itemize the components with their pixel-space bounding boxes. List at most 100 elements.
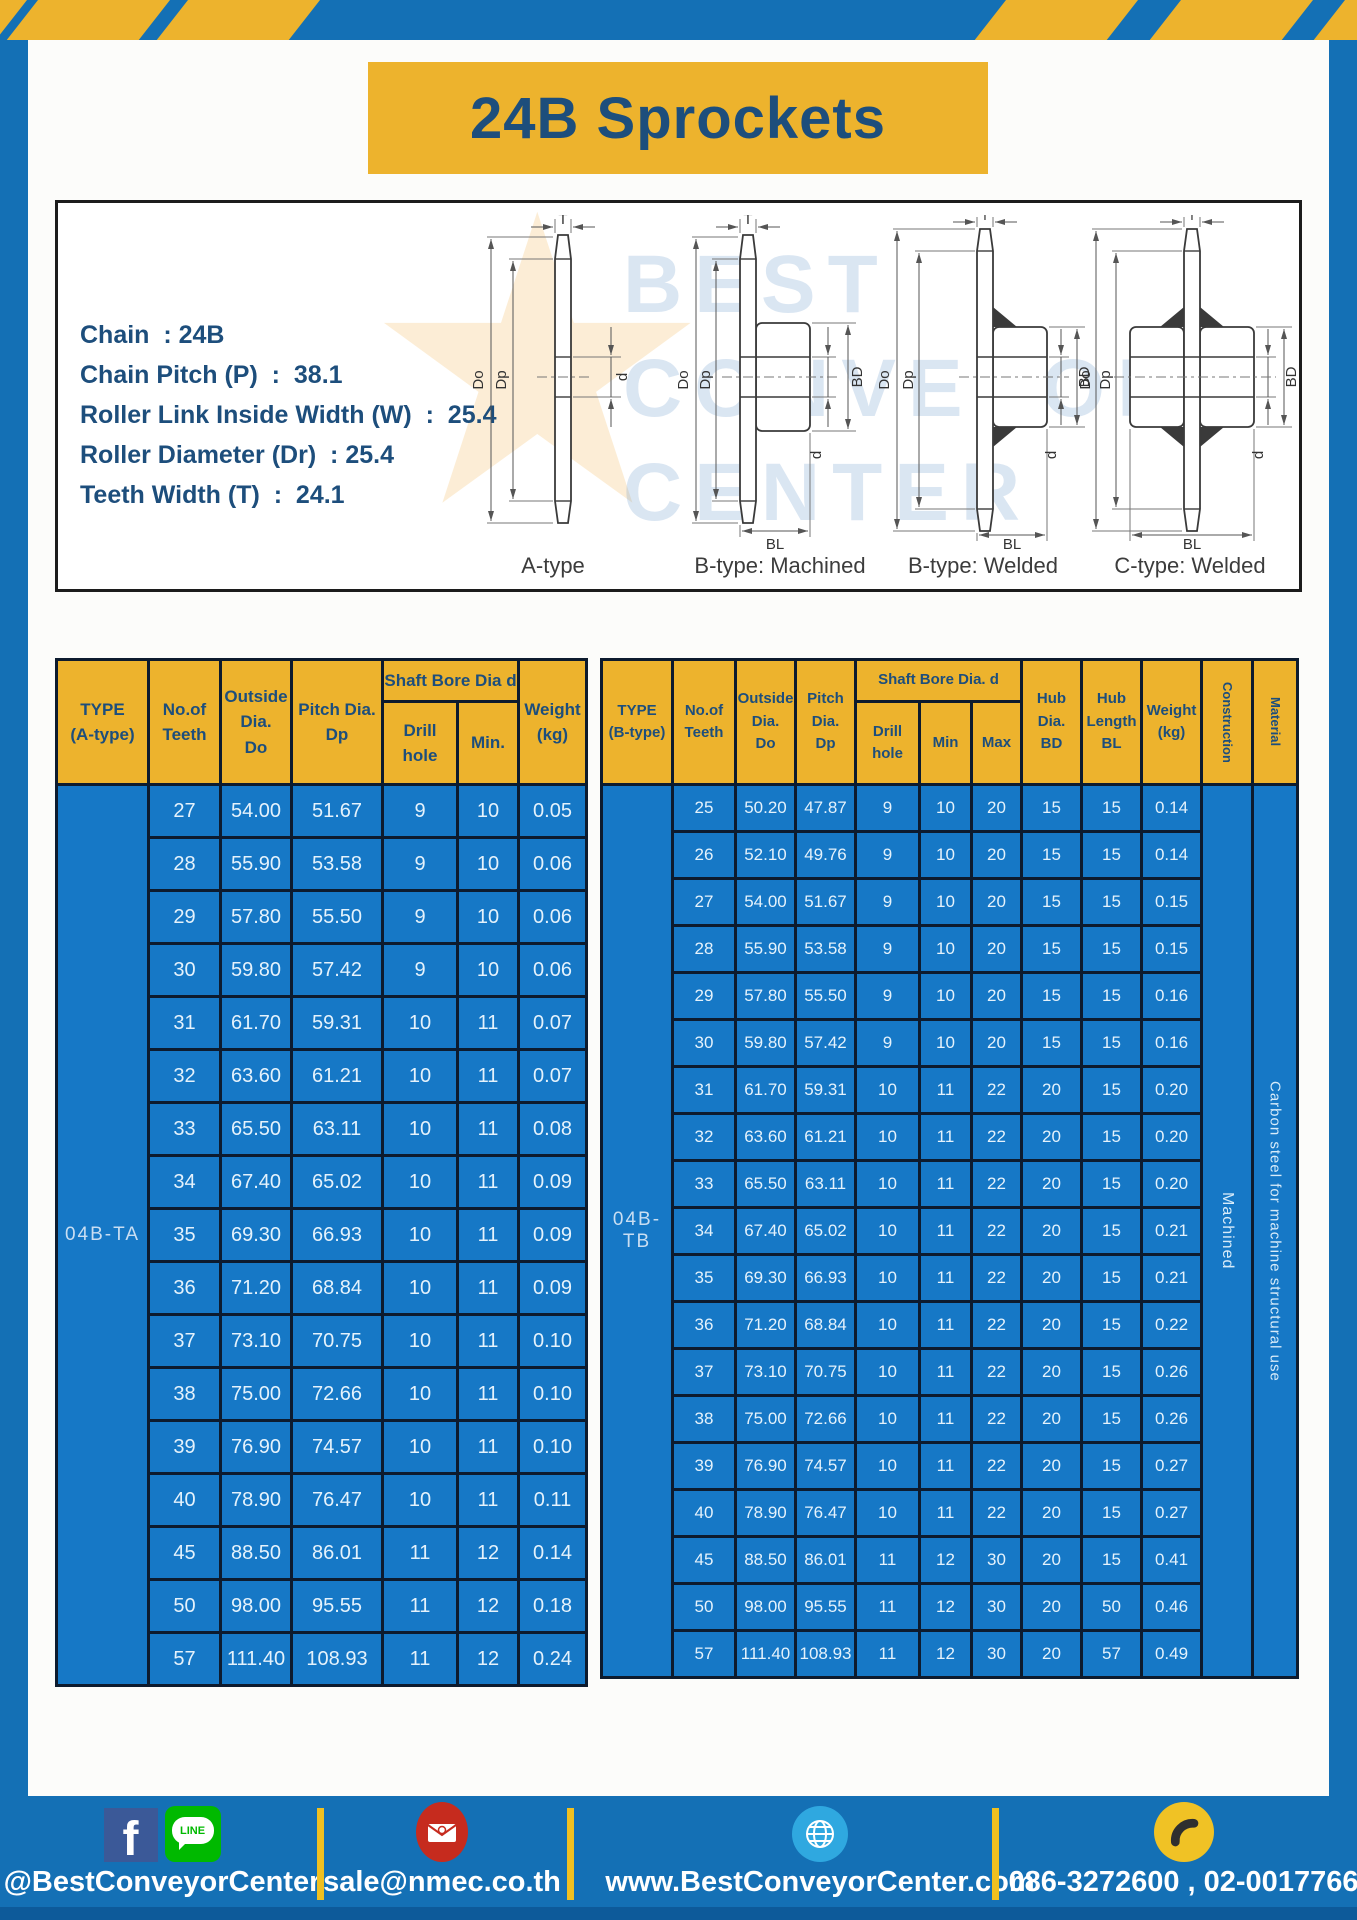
table-cell: 10 (854, 1206, 921, 1256)
table-cell: 11 (456, 1154, 520, 1210)
table-cell: 11 (456, 1472, 520, 1528)
table-cell: 59.31 (794, 1065, 857, 1115)
table-cell: 28 (671, 924, 737, 974)
table-row: 38 75.00 72.66 10 11 0.10 (57, 1366, 588, 1422)
table-cell: 22 (969, 1065, 1024, 1115)
table-cell: 29 (147, 889, 222, 945)
column-header: Min. (456, 700, 520, 786)
table-cell: 37 (671, 1347, 737, 1397)
email-icon (416, 1802, 468, 1862)
social-icons: f LINE (103, 1802, 221, 1864)
table-cell: 0.14 (1140, 783, 1204, 833)
table-cell: 0.06 (517, 889, 588, 945)
column-header: Max (969, 700, 1024, 786)
table-cell: 15 (1020, 830, 1084, 880)
table-row: 36 71.20 68.84 10 11 22 20 15 0.22 (602, 1300, 1298, 1350)
footer-website: www.BestConveyorCenter.com (600, 1802, 1040, 1899)
table-cell: 0.14 (1140, 830, 1204, 880)
table-cell: 108.93 (290, 1631, 384, 1687)
table-cell: 10 (381, 1207, 459, 1263)
table-cell: 45 (671, 1535, 737, 1585)
table-row: 45 88.50 86.01 11 12 0.14 (57, 1525, 588, 1581)
table-cell: 9 (854, 877, 921, 927)
table-cell: 61.70 (219, 995, 293, 1051)
table-cell: 86.01 (290, 1525, 384, 1581)
stripe (974, 0, 1138, 40)
table-cell: 61.70 (734, 1065, 797, 1115)
column-header: Shaft Bore Dia. d (853, 658, 1024, 703)
table-row: 28 55.90 53.58 9 10 0.06 (57, 836, 588, 892)
table-cell: 0.26 (1140, 1347, 1204, 1397)
table-cell: 55.50 (794, 971, 857, 1021)
sprocket-drawing-c-welded: T Do Dp d BD BL C-type: Welded (1080, 215, 1299, 579)
table-cell: 20 (969, 971, 1024, 1021)
table-cell: 55.90 (219, 836, 293, 892)
table-cell: 70.75 (290, 1313, 384, 1369)
table-row: 32 63.60 61.21 10 11 22 20 15 0.20 (602, 1112, 1298, 1162)
table-cell: 11 (381, 1631, 459, 1687)
column-header: Drill hole (854, 700, 921, 786)
table-cell: 15 (1080, 971, 1144, 1021)
table-cell: 11 (918, 1394, 973, 1444)
dim-label: d (808, 451, 825, 459)
dim-label: Do (675, 370, 692, 389)
table-cell: 20 (969, 830, 1024, 880)
spec-line: Roller Link Inside Width (W) : 25.4 (80, 401, 497, 429)
table-cell: 0.21 (1140, 1206, 1204, 1256)
table-cell: 10 (854, 1112, 921, 1162)
table-cell: 73.10 (734, 1347, 797, 1397)
table-cell: 20 (1020, 1300, 1084, 1350)
table-cell: 63.11 (794, 1159, 857, 1209)
table-cell: 95.55 (290, 1578, 384, 1634)
table-cell: 10 (381, 1260, 459, 1316)
table-cell: 31 (671, 1065, 737, 1115)
table-cell: 9 (854, 971, 921, 1021)
table-cell: 22 (969, 1112, 1024, 1162)
table-row: 30 59.80 57.42 9 10 20 15 15 0.16 (602, 1018, 1298, 1068)
table-row: 04B-TA 27 54.00 51.67 9 10 0.05 (55, 783, 588, 1687)
dim-label: BL (1003, 536, 1021, 551)
table-cell: 50.20 (734, 783, 797, 833)
chain-specs: Chain : 24B Chain Pitch (P) : 38.1 Rolle… (80, 315, 496, 515)
dim-label: Do (876, 370, 893, 389)
drawing-label: A-type (521, 553, 585, 578)
table-cell: 9 (381, 942, 459, 998)
email-icons (416, 1802, 468, 1862)
table-cell: 33 (671, 1159, 737, 1209)
table-cell: 22 (969, 1394, 1024, 1444)
table-cell: 51.67 (290, 783, 384, 839)
table-cell: 11 (918, 1488, 973, 1538)
facebook-icon: f (103, 1808, 158, 1864)
dim-label: Do (1080, 370, 1094, 389)
table-cell: 70.75 (794, 1347, 857, 1397)
column-header: Hub Length BL (1080, 658, 1144, 786)
dim-label: BL (766, 536, 784, 551)
table-cell: 0.24 (517, 1631, 588, 1687)
type-cell: 04B-TB (600, 783, 674, 1679)
table-cell: 20 (1020, 1112, 1084, 1162)
table-cell: 98.00 (219, 1578, 293, 1634)
table-cell: 22 (969, 1159, 1024, 1209)
table-cell: 35 (671, 1253, 737, 1303)
sprocket-drawing-b-welded: T Do Dp d BD BL B-type: Welded (873, 215, 1093, 579)
table-cell: 12 (456, 1578, 520, 1634)
table-cell: 10 (381, 995, 459, 1051)
table-cell: 65.50 (734, 1159, 797, 1209)
table-cell: 12 (456, 1631, 520, 1687)
table-cell: 22 (969, 1206, 1024, 1256)
table-cell: 39 (671, 1441, 737, 1491)
table-cell: 35 (147, 1207, 222, 1263)
dim-label: Do (470, 370, 487, 389)
dim-label: Dp (1097, 370, 1114, 389)
table-cell: 10 (854, 1488, 921, 1538)
table-cell: 10 (381, 1154, 459, 1210)
column-header: Shaft Bore Dia d (381, 658, 520, 703)
table-cell: 30 (147, 942, 222, 998)
table-cell: 0.22 (1140, 1300, 1204, 1350)
dim-label: BL (1183, 536, 1201, 551)
table-cell: 0.06 (517, 942, 588, 998)
table-cell: 74.57 (290, 1419, 384, 1475)
table-cell: 57.42 (794, 1018, 857, 1068)
table-row: 40 78.90 76.47 10 11 22 20 15 0.27 (602, 1488, 1298, 1538)
